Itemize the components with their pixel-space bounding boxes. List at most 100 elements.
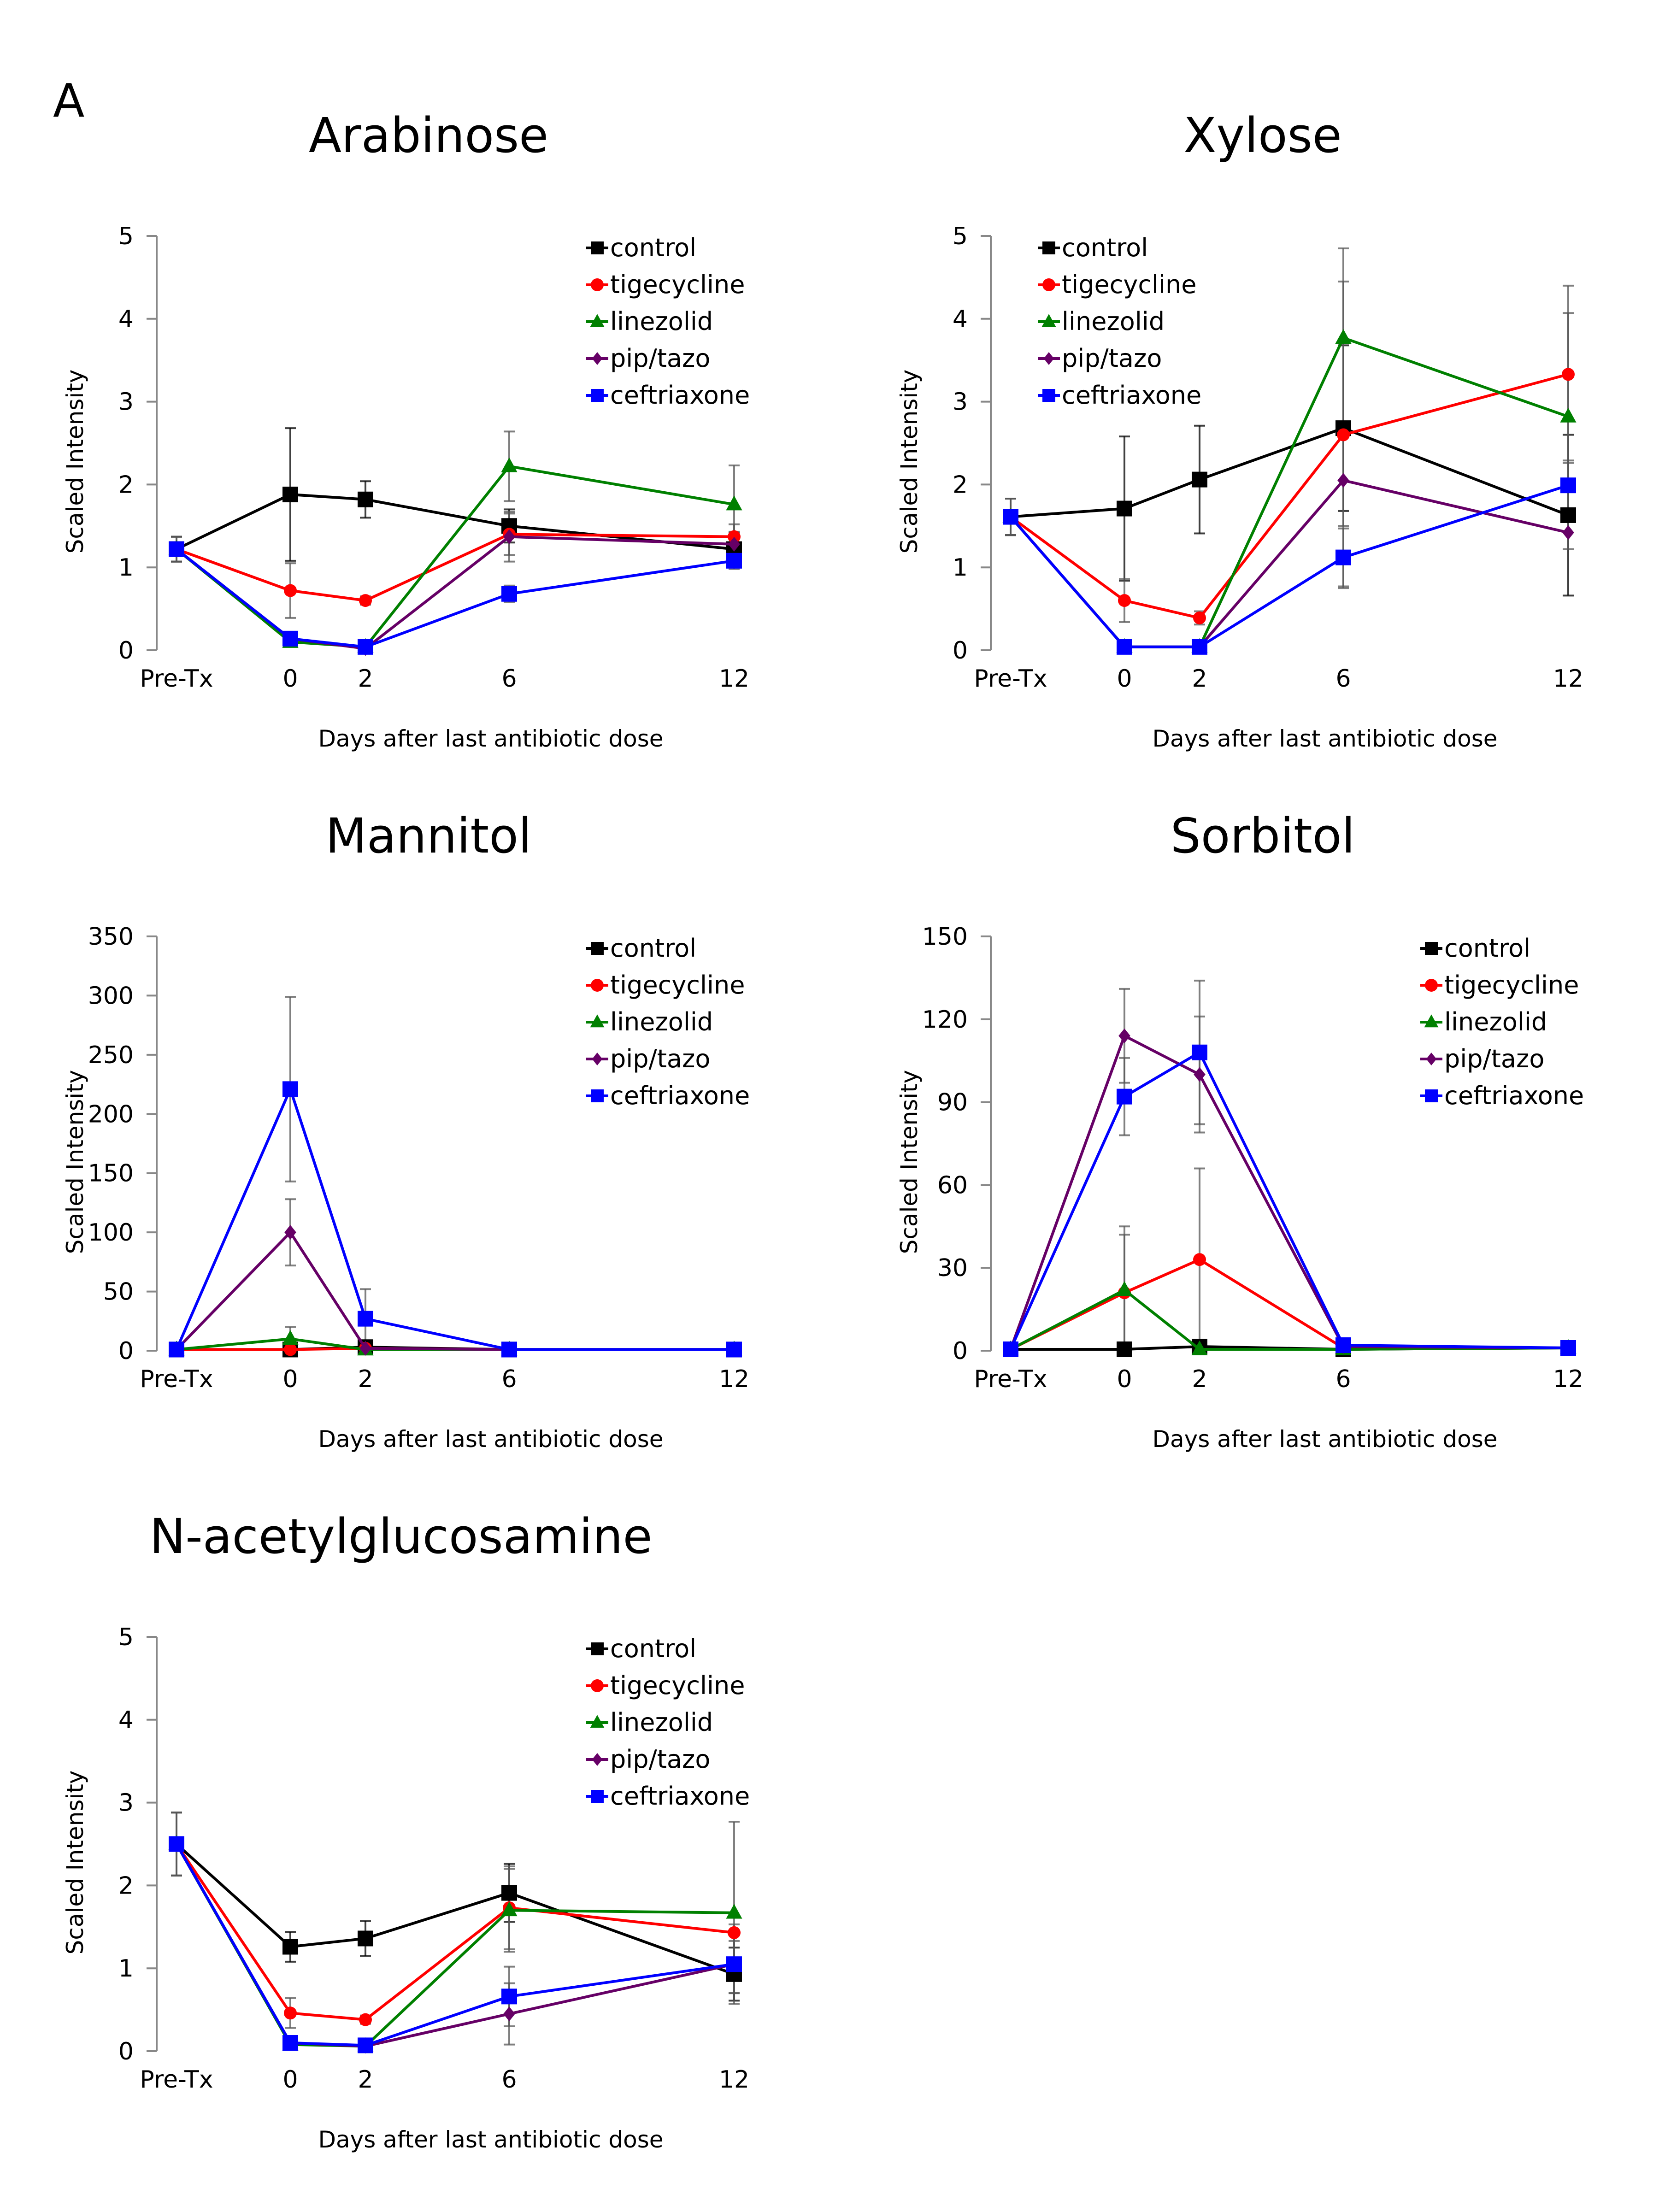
legend-item-linezolid: linezolid	[1038, 307, 1165, 336]
figure-panel-label: A	[53, 74, 85, 128]
y-tick-label: 100	[88, 1219, 134, 1247]
legend-label: control	[1444, 934, 1530, 963]
x-tick-label: 0	[1117, 1365, 1132, 1393]
legend-item-linezolid: linezolid	[1420, 1007, 1547, 1036]
data-point	[1117, 500, 1132, 517]
data-point	[726, 1956, 742, 1972]
legend-item-ceftriaxone: ceftriaxone	[586, 381, 750, 410]
legend-item-ceftriaxone: ceftriaxone	[586, 1782, 750, 1811]
legend-label: ceftriaxone	[610, 1782, 750, 1811]
series-linezolid	[168, 457, 742, 653]
data-point	[726, 553, 742, 569]
series-line	[176, 548, 735, 648]
chart-n-acetylglucosamine: N-acetylglucosamine 0 1 2 3 4 5 Pre-Tx 0 2 6 12 Days…	[0, 1493, 830, 2194]
legend-marker	[592, 1753, 603, 1766]
series-line	[176, 533, 735, 602]
series-line	[175, 1085, 734, 1351]
series-control	[169, 486, 742, 557]
chart-title: Sorbitol	[1171, 808, 1355, 864]
series-tigecycline	[170, 1837, 741, 2026]
data-point	[501, 457, 518, 472]
legend-label: ceftriaxone	[1444, 1081, 1584, 1110]
error-bars-pip-tazo	[1119, 988, 1205, 1134]
x-tick-label: 12	[1553, 1365, 1583, 1393]
legend: control tigecycline linezolid pip/tazo ceftr…	[586, 233, 750, 410]
error-bars-pip-tazo	[171, 1812, 740, 2049]
y-tick-label: 250	[88, 1041, 134, 1069]
y-tick-label: 200	[88, 1100, 134, 1128]
data-point	[501, 1885, 517, 1901]
y-tick-label: 2	[118, 471, 134, 499]
y-tick-label: 350	[88, 923, 134, 951]
x-tick-label: Pre-Tx	[974, 1365, 1047, 1393]
legend-item-pip-tazo: pip/tazo	[1420, 1044, 1544, 1073]
legend-marker	[1424, 1014, 1439, 1028]
legend-item-pip-tazo: pip/tazo	[1038, 344, 1162, 373]
y-tick-label: 4	[118, 1706, 134, 1734]
series-line	[175, 1843, 735, 1976]
x-tick-label: 0	[282, 1365, 298, 1393]
chart-arabinose: Arabinose 0 1 2 3 4 5 Pre-Tx 0 2 6 12 Days after las…	[0, 92, 830, 793]
x-tick-label: 6	[1335, 665, 1351, 693]
legend-marker	[591, 1790, 604, 1803]
data-point	[1003, 1341, 1018, 1358]
legend-marker	[1425, 979, 1438, 992]
x-axis-label: Days after last antibiotic dose	[318, 2126, 664, 2153]
x-tick-label: 2	[358, 2066, 373, 2094]
legend-marker	[592, 352, 603, 365]
legend-item-linezolid: linezolid	[586, 307, 713, 336]
y-tick-label: 3	[953, 388, 968, 416]
data-point	[359, 1341, 371, 1356]
y-tick-label: 0	[953, 637, 968, 665]
legend-marker	[591, 979, 604, 992]
y-tick-label: 60	[937, 1171, 968, 1199]
data-point	[358, 639, 373, 655]
legend-marker	[1042, 389, 1055, 402]
legend-label: linezolid	[610, 307, 713, 336]
data-point	[501, 1988, 517, 2005]
x-axis-label: Days after last antibiotic dose	[318, 1426, 664, 1453]
legend-item-control: control	[586, 934, 696, 963]
legend-label: pip/tazo	[610, 344, 710, 373]
y-tick-label: 5	[118, 223, 134, 250]
data-point	[1193, 1253, 1206, 1266]
legend-marker	[590, 1715, 605, 1728]
legend-marker	[1425, 1089, 1438, 1102]
data-point	[1335, 329, 1352, 344]
legend-item-control: control	[586, 233, 696, 262]
x-tick-label: 6	[501, 2066, 517, 2094]
legend-item-linezolid: linezolid	[586, 1708, 713, 1737]
data-point	[1194, 1067, 1206, 1082]
series-control	[1003, 420, 1576, 525]
legend-label: control	[610, 233, 696, 262]
data-point	[358, 2037, 373, 2053]
x-tick-label: Pre-Tx	[974, 665, 1047, 693]
legend-item-tigecycline: tigecycline	[1420, 971, 1579, 1000]
data-point	[282, 1081, 298, 1097]
data-point	[503, 529, 515, 544]
error-bars-tigecycline	[171, 512, 740, 619]
data-point	[1192, 1044, 1207, 1060]
legend-label: control	[1062, 233, 1148, 262]
legend-marker	[591, 278, 604, 291]
series-ceftriaxone	[169, 1081, 742, 1358]
y-tick-label: 3	[118, 1789, 134, 1817]
data-point	[284, 584, 297, 597]
data-point	[1560, 477, 1576, 494]
legend-label: tigecycline	[610, 1671, 745, 1700]
legend-item-pip-tazo: pip/tazo	[586, 1044, 710, 1073]
chart-sorbitol: Sorbitol 0 30 60 90 120 150 Pre-Tx 0 2 6 12 Days aft…	[834, 793, 1659, 1493]
x-axis-label: Days after last antibiotic dose	[1153, 1426, 1498, 1453]
data-point	[501, 586, 517, 602]
data-point	[1117, 639, 1132, 655]
y-tick-label: 4	[953, 306, 968, 333]
data-point	[1192, 639, 1207, 655]
legend-item-tigecycline: tigecycline	[586, 971, 745, 1000]
legend-marker	[591, 389, 604, 402]
data-point	[1193, 611, 1206, 624]
series-line	[1010, 373, 1569, 620]
legend-marker	[1425, 942, 1438, 955]
x-tick-label: 0	[282, 2066, 298, 2094]
legend: control tigecycline linezolid pip/tazo ceftr…	[1420, 934, 1584, 1110]
series-ceftriaxone	[169, 1836, 742, 2053]
